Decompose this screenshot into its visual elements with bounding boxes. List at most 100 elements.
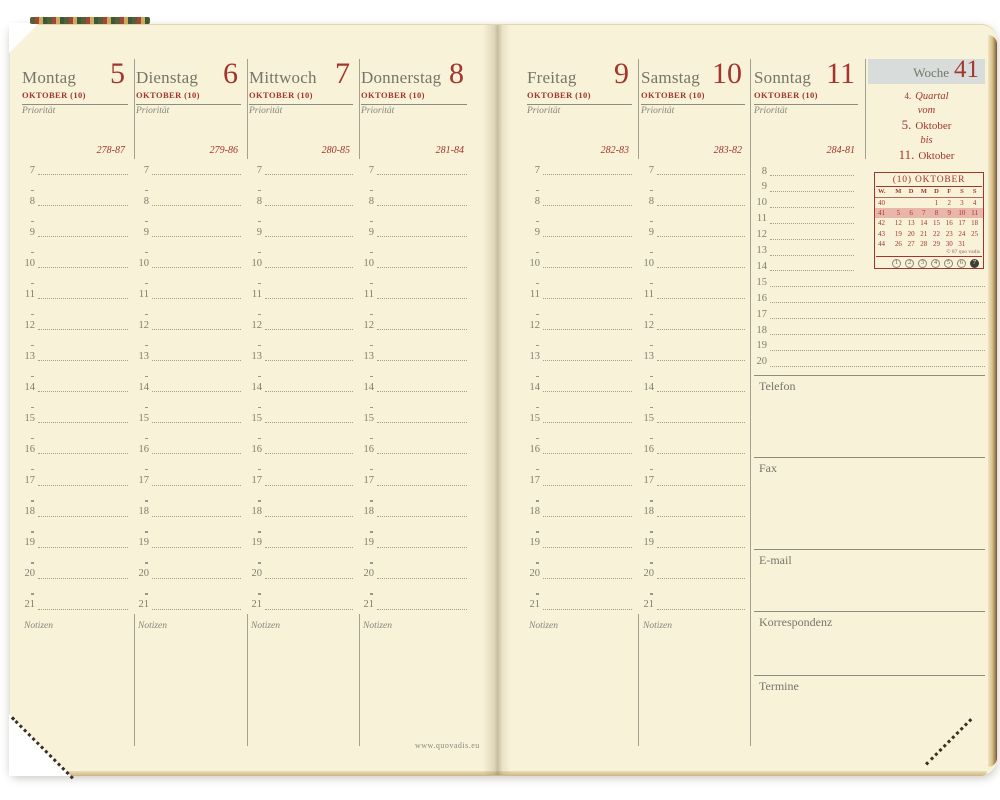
half-hour-mark [258, 562, 261, 564]
hour-line [543, 267, 632, 269]
hour-label: 17 [24, 475, 36, 486]
hour-row: 12 [136, 318, 241, 331]
page-edge-bottom [40, 771, 987, 776]
to-date: 11. Oktober [868, 148, 985, 163]
calendar-date: 21 [920, 229, 928, 238]
day-number: 10 [712, 57, 742, 90]
calendar-date: 25 [971, 229, 979, 238]
calendar-date: 27 [907, 239, 915, 248]
hour-row: 20 [527, 567, 632, 580]
calendar-title: (10) OKTOBER [876, 173, 982, 187]
hour-row: 12 [641, 318, 745, 331]
day-header: Freitag 9 OKTOBER (10) Priorität 282-83 [527, 59, 632, 173]
hour-label: 14 [251, 381, 263, 393]
hour-line [377, 391, 467, 393]
day-number: 6 [223, 57, 238, 90]
day-month: OKTOBER (10) [361, 90, 425, 100]
day-name: Freitag [527, 68, 577, 87]
hour-line [543, 360, 632, 362]
day-code: 284-81 [826, 145, 855, 156]
hour-row: 21 [249, 598, 353, 611]
half-hour-mark [650, 562, 653, 564]
quarter-word: Quartal [915, 91, 949, 102]
hour-line [152, 608, 241, 610]
day-header-row: Montag 5 [22, 59, 128, 88]
hour-line [265, 484, 353, 486]
hour-line [38, 174, 128, 175]
notes-label: Notizen [138, 621, 168, 631]
calendar-date: 26 [894, 239, 902, 248]
calendar-week-number: 42 [878, 219, 885, 228]
half-hour-mark [31, 406, 34, 409]
period-indicator-active: 7 [970, 259, 979, 269]
hour-row: 11 [641, 287, 745, 300]
column-divider [865, 59, 866, 159]
hour-line [543, 329, 632, 331]
half-hour-mark [650, 437, 653, 440]
hour-row: 17 [136, 474, 241, 487]
calendar-date: 29 [932, 239, 940, 248]
contact-label-telefon: Telefon [759, 379, 796, 393]
hour-label: 19 [24, 537, 36, 549]
calendar-day-header-cell: D [934, 188, 939, 195]
priority-rule [527, 104, 632, 105]
hour-label: 20 [643, 568, 655, 580]
hour-line [657, 174, 745, 175]
day-code: 279-86 [209, 145, 238, 156]
contact-section-line [754, 675, 985, 676]
contact-label-fax: Fax [759, 461, 777, 475]
calendar-grid: W. M D M D F S S 40 1 2 3 4 41 5 6 7 8 9 10 11 42 12 13 14 15 16 17… [875, 187, 983, 249]
contact-section-line [754, 611, 985, 612]
calendar-date: 6 [909, 209, 913, 218]
hour-line [38, 608, 128, 610]
hour-label: 19 [138, 537, 150, 549]
half-hour-mark [145, 406, 148, 409]
hour-label: 15 [643, 412, 655, 424]
period-indicator: 1 [892, 259, 901, 269]
half-hour-mark [650, 189, 653, 191]
half-hour-mark [370, 344, 373, 347]
week-number: 41 [954, 56, 979, 83]
hour-line [38, 298, 128, 300]
hour-label: 20 [138, 568, 150, 580]
hour-row: 14 [361, 380, 467, 393]
hour-row: 21 [136, 598, 241, 611]
day-name: Samstag [641, 68, 701, 87]
half-hour-mark [31, 562, 34, 564]
half-hour-mark [370, 220, 373, 223]
hour-row: 8 [22, 194, 128, 207]
half-hour-mark [145, 220, 148, 223]
hour-label: 17 [363, 475, 375, 486]
hour-row: 10 [249, 256, 353, 269]
hour-label: 16 [529, 443, 541, 455]
half-hour-mark [536, 189, 539, 191]
hour-label: 13 [529, 350, 541, 362]
notes-label: Notizen [251, 621, 281, 631]
priority-label: Priorität [641, 106, 675, 116]
hour-line [543, 546, 632, 548]
hour-row: 10 [22, 256, 128, 269]
calendar-day-header-cell: M [895, 188, 902, 195]
hour-row: 15 [136, 411, 241, 424]
half-hour-mark [370, 251, 373, 254]
hour-label: 9 [368, 226, 374, 238]
day-column-donnerstag: Donnerstag 8 OKTOBER (10) Priorität 281-84 7 8… [361, 59, 467, 749]
hour-label: 7 [256, 164, 262, 176]
hour-label: 19 [251, 537, 263, 549]
hour-row: 16 [527, 442, 632, 455]
day-header: Dienstag 6 OKTOBER (10) Priorität 279-86 [136, 59, 241, 173]
hour-row: 10 [641, 256, 745, 269]
half-hour-mark [31, 344, 34, 347]
half-hour-mark [145, 251, 148, 254]
hour-row: 7 [361, 163, 467, 176]
calendar-week-row: 41 5 6 7 8 9 10 11 [875, 208, 983, 219]
hour-row: 8 [527, 194, 632, 207]
hour-line [152, 360, 241, 362]
hour-label: 9 [761, 181, 767, 193]
half-hour-mark [370, 313, 373, 316]
half-hour-mark [650, 375, 653, 378]
hour-label: 14 [24, 381, 36, 393]
hour-label: 15 [756, 276, 768, 288]
hour-line [152, 298, 241, 300]
hour-label: 11 [363, 288, 374, 300]
